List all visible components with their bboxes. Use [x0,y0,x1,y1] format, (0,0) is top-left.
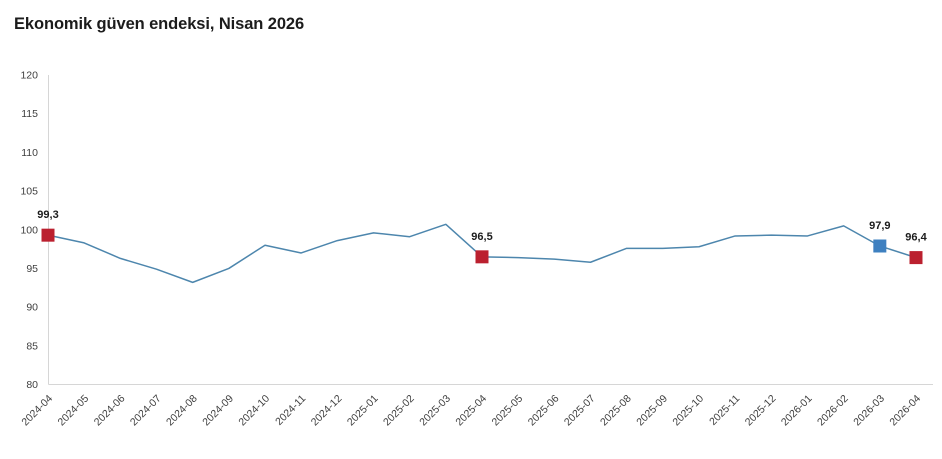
x-axis-label: 2025-09 [634,393,670,429]
annotation-marker-2026-04 [909,251,923,265]
x-axis-label: 2024-11 [273,393,308,428]
x-axis-label: 2025-02 [381,393,417,429]
y-axis-label: 95 [26,263,38,275]
y-axis-label: 80 [26,379,38,391]
x-axis-label: 2025-07 [562,393,598,429]
x-axis-label: 2025-03 [417,393,453,429]
x-axis-label: 2024-09 [200,393,236,429]
y-axis-label: 90 [26,302,38,314]
x-axis-label: 2024-12 [309,393,345,429]
x-axis-label: 2025-10 [670,393,706,429]
x-axis-label: 2024-06 [92,393,128,429]
annotation-label-2024-04: 99,3 [37,209,58,221]
annotation-label-2025-04: 96,5 [471,231,492,243]
x-axis-label: 2025-06 [526,393,562,429]
annotation-marker-2024-04 [41,228,55,242]
y-axis-label: 85 [26,340,38,352]
annotation-label-2026-03: 97,9 [869,220,890,232]
x-axis-label: 2025-01 [345,393,381,429]
x-axis-label: 2025-11 [707,393,742,428]
x-axis-label: 2024-04 [19,393,55,429]
x-axis-label: 2024-07 [128,393,164,429]
x-axis-label: 2024-10 [236,393,272,429]
annotation-label-2026-04: 96,4 [905,232,927,244]
y-axis-label: 105 [20,186,38,198]
y-axis-label: 120 [20,70,38,82]
y-axis-label: 100 [20,224,38,236]
x-axis-label: 2026-02 [815,393,851,429]
y-axis-label: 115 [21,108,38,120]
x-axis-label: 2024-08 [164,393,200,429]
annotation-marker-2025-04 [475,250,489,264]
x-axis-label: 2025-12 [743,393,779,429]
x-axis-label: 2025-05 [490,393,526,429]
x-axis-label: 2024-05 [56,393,92,429]
y-axis-label: 110 [21,147,38,159]
x-axis-label: 2025-08 [598,393,634,429]
chart-title: Ekonomik güven endeksi, Nisan 2026 [14,15,305,33]
x-axis-label: 2025-04 [453,393,489,429]
annotation-marker-2026-03 [873,239,887,253]
x-axis-label: 2026-03 [851,393,887,429]
x-axis-label: 2026-04 [887,393,923,429]
x-axis-label: 2026-01 [779,393,815,429]
